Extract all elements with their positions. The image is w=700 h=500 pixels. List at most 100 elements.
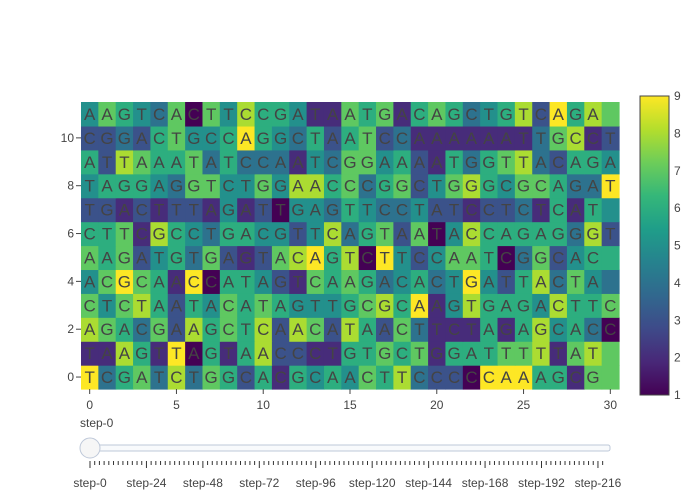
slider-step-label[interactable]: step-216 bbox=[575, 476, 622, 490]
cell-letter: A bbox=[553, 177, 565, 196]
cell-letter: T bbox=[102, 296, 112, 315]
slider-step-label[interactable]: step-192 bbox=[518, 476, 565, 490]
heatmap-cell bbox=[358, 173, 377, 199]
cell-letter: T bbox=[362, 344, 372, 363]
heatmap-cell bbox=[98, 245, 117, 271]
cell-letter: T bbox=[588, 344, 598, 363]
colorbar-tick-label: 9 bbox=[674, 89, 681, 103]
heatmap-cell bbox=[323, 245, 342, 271]
cell-letter: T bbox=[397, 248, 407, 267]
heatmap-cell bbox=[428, 317, 447, 342]
heatmap-cell bbox=[410, 269, 429, 294]
cell-letter: T bbox=[605, 177, 615, 196]
heatmap-cell bbox=[115, 221, 134, 247]
cell-letter: T bbox=[432, 225, 442, 244]
cell-letter: A bbox=[587, 177, 599, 196]
heatmap-cell bbox=[185, 365, 204, 390]
cell-letter: T bbox=[258, 201, 268, 220]
cell-letter: C bbox=[587, 320, 599, 339]
cell-letter: T bbox=[466, 320, 476, 339]
heatmap-cell bbox=[289, 269, 308, 294]
heatmap-cell bbox=[410, 245, 429, 271]
slider-step-label[interactable]: step-24 bbox=[126, 476, 166, 490]
slider-step-label[interactable]: step-48 bbox=[183, 476, 223, 490]
cell-letter: C bbox=[136, 225, 148, 244]
heatmap-cell bbox=[306, 221, 325, 247]
slider-step-label[interactable]: step-120 bbox=[349, 476, 396, 490]
cell-letter: C bbox=[500, 248, 512, 267]
heatmap-cell bbox=[532, 173, 551, 199]
cell-letter: A bbox=[327, 129, 339, 148]
x-tick-label: 15 bbox=[343, 398, 357, 412]
cell-letter: A bbox=[466, 248, 478, 267]
heatmap-cell bbox=[306, 293, 325, 318]
heatmap-cell bbox=[410, 221, 429, 247]
heatmap-cell bbox=[445, 269, 464, 294]
heatmap-cell bbox=[566, 293, 585, 318]
cell-letter: A bbox=[344, 225, 356, 244]
heatmap-cell bbox=[341, 197, 360, 223]
heatmap-cell bbox=[584, 317, 603, 342]
cell-letter: T bbox=[588, 201, 598, 220]
cell-letter: A bbox=[240, 201, 252, 220]
heatmap-cell bbox=[566, 365, 585, 390]
heatmap-cell bbox=[532, 221, 551, 247]
heatmap-cell bbox=[393, 365, 412, 390]
cell-letter: G bbox=[205, 368, 218, 387]
step-slider[interactable]: step-0 step-0 step-24 step-48 step-72 step-9… bbox=[73, 416, 621, 490]
cell-letter: A bbox=[136, 153, 148, 172]
cell-letter: G bbox=[517, 296, 530, 315]
heatmap-cell bbox=[480, 197, 499, 223]
heatmap-cell bbox=[549, 341, 568, 366]
slider-step-label[interactable]: step-96 bbox=[296, 476, 336, 490]
heatmap-cell bbox=[462, 102, 481, 127]
slider-step-label[interactable]: step-0 bbox=[73, 476, 107, 490]
slider-handle[interactable] bbox=[79, 437, 101, 459]
cell-letter: G bbox=[517, 225, 530, 244]
cell-letter: A bbox=[240, 225, 252, 244]
cell-letter: T bbox=[449, 153, 459, 172]
heatmap-cell bbox=[289, 245, 308, 271]
heatmap-cell bbox=[341, 245, 360, 271]
cell-letter: G bbox=[482, 153, 495, 172]
heatmap-cell bbox=[271, 221, 290, 247]
heatmap-cell bbox=[462, 317, 481, 342]
cell-letter: C bbox=[587, 129, 599, 148]
heatmap-cell bbox=[462, 365, 481, 390]
slider-step-label[interactable]: step-168 bbox=[462, 476, 509, 490]
cell-letter: C bbox=[483, 201, 495, 220]
heatmap-cell bbox=[532, 245, 551, 271]
cell-letter: C bbox=[292, 344, 304, 363]
heatmap-cell bbox=[323, 293, 342, 318]
cell-letter: T bbox=[223, 344, 233, 363]
slider-step-label[interactable]: step-144 bbox=[405, 476, 452, 490]
heatmap-cell bbox=[81, 125, 99, 151]
heatmap-cell bbox=[271, 102, 290, 127]
cell-letter: G bbox=[205, 248, 218, 267]
heatmap-cell bbox=[584, 149, 603, 175]
cell-letter: G bbox=[500, 320, 513, 339]
heatmap-cell bbox=[480, 173, 499, 199]
heatmap-cell bbox=[289, 125, 308, 151]
cell-letter: A bbox=[483, 129, 495, 148]
cell-letter: A bbox=[431, 296, 443, 315]
cell-letter: C bbox=[309, 272, 321, 291]
heatmap-cell bbox=[393, 293, 412, 318]
cell-letter: G bbox=[534, 320, 547, 339]
x-tick-label: 25 bbox=[517, 398, 531, 412]
cell-letter: A bbox=[570, 248, 582, 267]
cell-letter: G bbox=[361, 272, 374, 291]
heatmap-cell bbox=[254, 173, 273, 199]
slider-rail[interactable] bbox=[83, 444, 611, 452]
cell-letter: G bbox=[291, 296, 304, 315]
cell-letter: C bbox=[569, 129, 581, 148]
cell-letter: A bbox=[587, 105, 599, 124]
cell-letter: C bbox=[431, 272, 443, 291]
heatmap-cell bbox=[133, 173, 152, 199]
heatmap-cell bbox=[358, 221, 377, 247]
cell-letter: G bbox=[448, 344, 461, 363]
heatmap-cell bbox=[428, 269, 447, 294]
heatmap-cell bbox=[428, 221, 447, 247]
slider-step-label[interactable]: step-72 bbox=[239, 476, 279, 490]
